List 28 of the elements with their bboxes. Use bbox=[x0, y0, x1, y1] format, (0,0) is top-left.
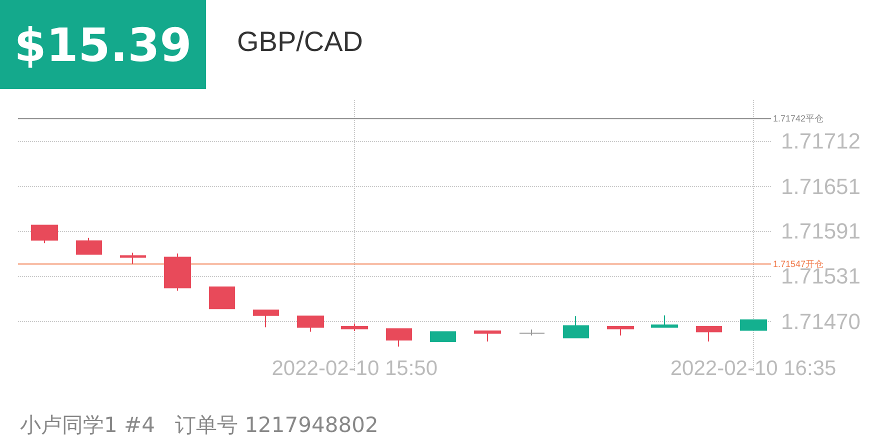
candlestick bbox=[696, 326, 722, 342]
y-tick-label: 1.71470 bbox=[781, 308, 861, 334]
candlestick bbox=[474, 330, 501, 342]
x-tick-label: 2022-02-10 16:35 bbox=[670, 357, 836, 380]
candlestick bbox=[31, 224, 58, 244]
candlestick bbox=[651, 314, 678, 328]
candlestick bbox=[209, 286, 235, 310]
candlestick bbox=[297, 316, 324, 332]
text: $15.39 bbox=[0, 0, 206, 89]
x-tick-label: 2022-02-10 15:50 bbox=[272, 357, 438, 380]
ref-line-label: 1.71742平仓 bbox=[773, 114, 824, 124]
candlestick bbox=[341, 323, 368, 332]
candlestick bbox=[563, 316, 589, 338]
candlestick bbox=[253, 310, 279, 328]
y-tick-label: 1.71651 bbox=[781, 174, 861, 199]
candlestick bbox=[607, 326, 634, 336]
chart-title: GBP/CAD bbox=[237, 26, 364, 58]
candlestick bbox=[120, 252, 146, 264]
candlestick bbox=[740, 319, 767, 331]
ref-line-label: 1.71547开仓 bbox=[773, 258, 824, 269]
candlestick bbox=[76, 237, 102, 255]
candlestick bbox=[164, 253, 191, 292]
candlestick bbox=[519, 329, 545, 336]
text: 小卢同学1 #4 订单号 1217948802 bbox=[20, 412, 378, 439]
candlestick bbox=[430, 331, 456, 342]
y-tick-label: 1.71591 bbox=[781, 218, 861, 244]
candlestick bbox=[386, 328, 412, 348]
y-tick-label: 1.71712 bbox=[781, 128, 861, 154]
